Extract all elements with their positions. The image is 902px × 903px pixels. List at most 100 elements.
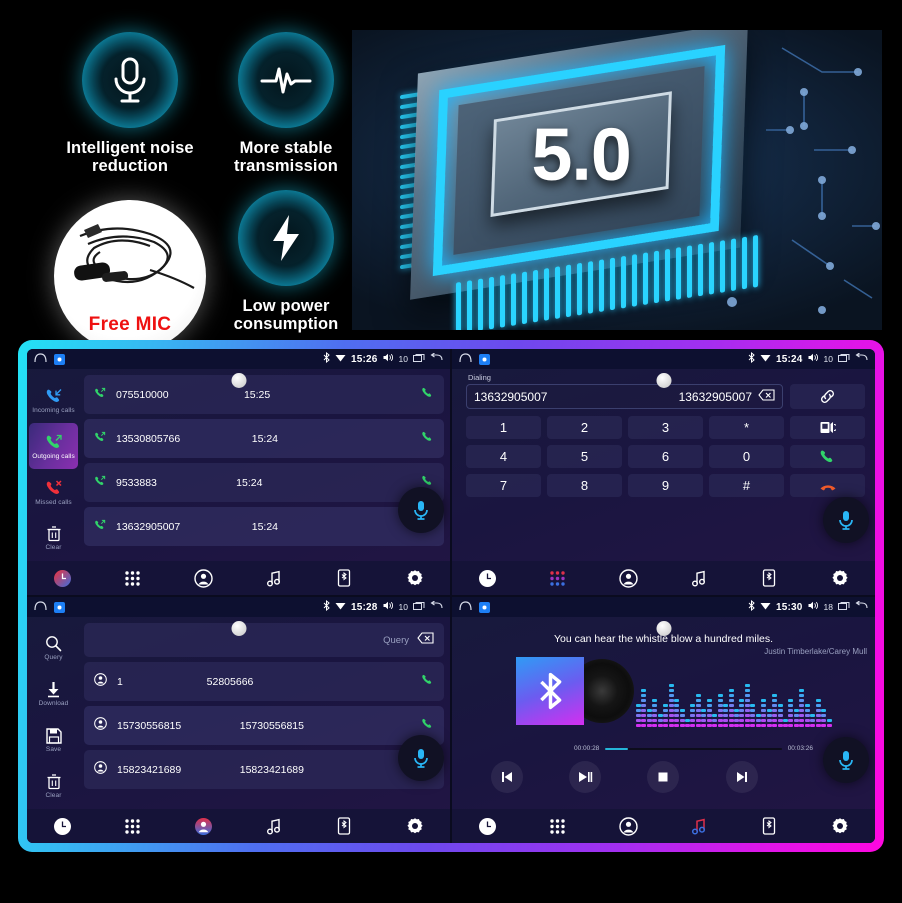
- nav-music[interactable]: [684, 565, 714, 591]
- back-arrow-icon[interactable]: [855, 600, 868, 613]
- recents-icon[interactable]: [413, 601, 425, 613]
- settings-square-icon[interactable]: [54, 353, 65, 365]
- equalizer-column: [761, 699, 767, 727]
- contacts-rail: Query Download Save Clear: [27, 617, 80, 809]
- backspace-icon[interactable]: [758, 388, 775, 406]
- music-player: You can hear the whistle blow a hundred …: [452, 617, 875, 809]
- key-3[interactable]: 3: [628, 416, 703, 439]
- nav-contacts[interactable]: [613, 565, 643, 591]
- key-hash[interactable]: #: [709, 474, 784, 497]
- voice-assistant-button[interactable]: [398, 735, 444, 781]
- nav-bt-phone[interactable]: [754, 813, 784, 839]
- voice-assistant-button[interactable]: [398, 487, 444, 533]
- statusbar: 15:28 10: [27, 597, 450, 617]
- nav-music[interactable]: [259, 813, 289, 839]
- call-button[interactable]: [421, 673, 434, 691]
- table-row[interactable]: 13530805766 15:24: [84, 419, 444, 458]
- voice-assistant-button[interactable]: [823, 497, 869, 543]
- next-track-button[interactable]: [725, 761, 758, 793]
- nav-settings[interactable]: [400, 813, 430, 839]
- home-arch-icon[interactable]: [34, 350, 47, 368]
- settings-square-icon[interactable]: [479, 601, 490, 613]
- key-8[interactable]: 8: [547, 474, 622, 497]
- home-arch-icon[interactable]: [459, 598, 472, 616]
- nav-bt-phone[interactable]: [329, 813, 359, 839]
- nav-contacts[interactable]: [188, 565, 218, 591]
- table-row[interactable]: 9533883 15:24: [84, 463, 444, 502]
- sidebar-item-save[interactable]: Save: [29, 717, 78, 763]
- search-input[interactable]: Query: [84, 623, 444, 657]
- key-4[interactable]: 4: [466, 445, 541, 468]
- key-6[interactable]: 6: [628, 445, 703, 468]
- table-row[interactable]: 075510000 15:25: [84, 375, 444, 414]
- nav-call-history[interactable]: [47, 813, 77, 839]
- home-arch-icon[interactable]: [459, 350, 472, 368]
- nav-call-history[interactable]: [472, 813, 502, 839]
- call-button[interactable]: [421, 717, 434, 735]
- speaker-toggle-button[interactable]: [790, 416, 865, 439]
- sidebar-item-download[interactable]: Download: [29, 671, 78, 717]
- key-1[interactable]: 1: [466, 416, 541, 439]
- nav-settings[interactable]: [400, 565, 430, 591]
- call-button[interactable]: [421, 430, 434, 448]
- person-icon: [94, 716, 107, 735]
- nav-keypad[interactable]: [118, 813, 148, 839]
- nav-bt-phone[interactable]: [754, 565, 784, 591]
- progress-bar[interactable]: [605, 747, 782, 750]
- dial-number-input[interactable]: 13632905007 13632905007: [466, 384, 783, 409]
- back-arrow-icon[interactable]: [855, 352, 868, 365]
- key-5[interactable]: 5: [547, 445, 622, 468]
- bluetooth-icon: [748, 351, 755, 366]
- sidebar-item-incoming-calls[interactable]: Incoming calls: [29, 377, 78, 423]
- nav-contacts[interactable]: [188, 813, 218, 839]
- sidebar-item-outgoing-calls[interactable]: Outgoing calls: [29, 423, 78, 469]
- nav-contacts[interactable]: [613, 813, 643, 839]
- equalizer-column: [695, 694, 701, 727]
- previous-track-button[interactable]: [491, 761, 524, 793]
- sidebar-item-clear[interactable]: Clear: [29, 763, 78, 809]
- key-7[interactable]: 7: [466, 474, 541, 497]
- screen-call-log: 15:26 10: [27, 349, 450, 595]
- hangup-button[interactable]: [790, 474, 865, 497]
- sidebar-item-clear[interactable]: Clear: [29, 515, 78, 561]
- stop-icon: [658, 772, 668, 782]
- settings-square-icon[interactable]: [479, 353, 490, 365]
- voice-assistant-button[interactable]: [823, 737, 869, 783]
- nav-settings[interactable]: [825, 565, 855, 591]
- list-item[interactable]: 1 52805666: [84, 662, 444, 701]
- nav-bt-phone[interactable]: [329, 565, 359, 591]
- home-arch-icon[interactable]: [34, 598, 47, 616]
- settings-square-icon[interactable]: [54, 601, 65, 613]
- table-row[interactable]: 13632905007 15:24: [84, 507, 444, 546]
- nav-settings[interactable]: [825, 813, 855, 839]
- sidebar-item-missed-calls[interactable]: Missed calls: [29, 469, 78, 515]
- call-button[interactable]: [790, 445, 865, 468]
- recents-icon[interactable]: [838, 353, 850, 365]
- back-arrow-icon[interactable]: [430, 352, 443, 365]
- nav-keypad[interactable]: [118, 565, 148, 591]
- back-arrow-icon[interactable]: [430, 600, 443, 613]
- nav-music[interactable]: [684, 813, 714, 839]
- key-9[interactable]: 9: [628, 474, 703, 497]
- backspace-icon[interactable]: [417, 631, 434, 649]
- call-button[interactable]: [421, 386, 434, 404]
- recents-icon[interactable]: [413, 353, 425, 365]
- bottom-navbar: [27, 809, 450, 843]
- equalizer-column: [750, 704, 756, 727]
- recents-icon[interactable]: [838, 601, 850, 613]
- stop-button[interactable]: [647, 761, 680, 793]
- nav-keypad[interactable]: [543, 813, 573, 839]
- play-pause-button[interactable]: [569, 761, 602, 793]
- call-button[interactable]: [421, 474, 434, 492]
- key-0[interactable]: 0: [709, 445, 784, 468]
- list-item[interactable]: 15730556815 15730556815: [84, 706, 444, 745]
- nav-call-history[interactable]: [47, 565, 77, 591]
- key-star[interactable]: *: [709, 416, 784, 439]
- nav-call-history[interactable]: [472, 565, 502, 591]
- list-item[interactable]: 15823421689 15823421689: [84, 750, 444, 789]
- nav-music[interactable]: [259, 565, 289, 591]
- sidebar-item-query[interactable]: Query: [29, 625, 78, 671]
- key-2[interactable]: 2: [547, 416, 622, 439]
- link-button[interactable]: [790, 384, 865, 409]
- nav-keypad[interactable]: [543, 565, 573, 591]
